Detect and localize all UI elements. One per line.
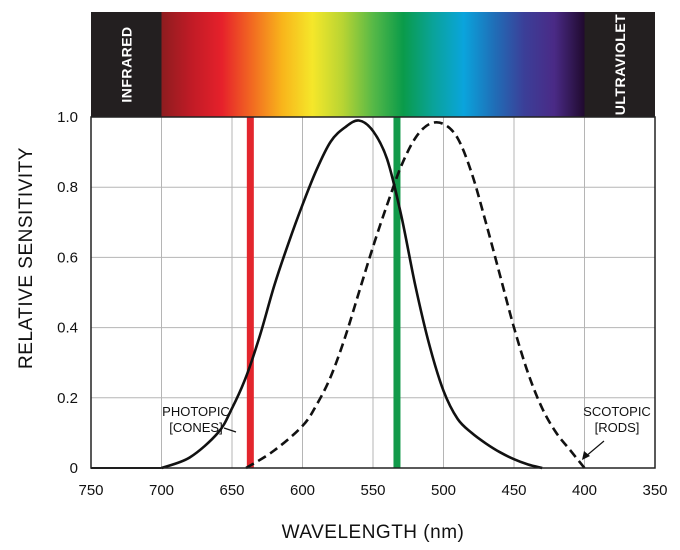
- wavelength-marker-637: [246, 117, 254, 468]
- photopic-annotation-line2: [CONES]: [169, 420, 222, 435]
- y-tick-0.4: 0.4: [57, 320, 78, 337]
- x-tick-650: 650: [219, 482, 244, 499]
- photopic-annotation-pointer: [223, 427, 237, 433]
- x-tick-750: 750: [78, 482, 103, 499]
- y-tick-0.8: 0.8: [57, 179, 78, 196]
- y-tick-labels: 0 0.2 0.4 0.6 0.8 1.0: [57, 109, 78, 477]
- y-axis-label: RELATIVE SENSITIVITY: [16, 147, 37, 369]
- wavelength-marker-533: [393, 117, 401, 468]
- x-tick-550: 550: [360, 482, 385, 499]
- ultraviolet-label: ULTRAVIOLET: [612, 14, 628, 115]
- photopic-annotation-line1: PHOTOPIC: [162, 404, 230, 419]
- scotopic-curve: [245, 120, 586, 470]
- x-tick-labels: 750 700 650 600 550 500 450 400 350: [78, 482, 667, 499]
- y-tick-0.2: 0.2: [57, 390, 78, 407]
- plot-frame: [90, 116, 656, 469]
- y-tick-0.6: 0.6: [57, 249, 78, 266]
- x-tick-700: 700: [149, 482, 174, 499]
- scotopic-annotation-line2: [RODS]: [595, 420, 640, 435]
- spectrum-band: INFRARED ULTRAVIOLET: [91, 12, 655, 117]
- x-axis-label: WAVELENGTH (nm): [282, 522, 465, 543]
- x-tick-450: 450: [501, 482, 526, 499]
- x-tick-350: 350: [642, 482, 667, 499]
- y-tick-1.0: 1.0: [57, 109, 78, 126]
- wavelength-markers: [246, 117, 401, 468]
- scotopic-annotation-pointer: [584, 440, 605, 458]
- x-tick-500: 500: [431, 482, 456, 499]
- grid: [91, 117, 655, 468]
- photopic-annotation: PHOTOPIC [CONES]: [162, 404, 237, 435]
- scotopic-annotation: SCOTOPIC [RODS]: [582, 404, 651, 460]
- visible-spectrum-gradient: [161, 12, 585, 117]
- x-tick-600: 600: [290, 482, 315, 499]
- y-tick-0: 0: [70, 460, 78, 477]
- scotopic-annotation-arrowhead: [582, 451, 590, 460]
- x-tick-400: 400: [572, 482, 597, 499]
- scotopic-annotation-line1: SCOTOPIC: [583, 404, 651, 419]
- infrared-label: INFRARED: [118, 26, 134, 102]
- photopic-curve: [161, 119, 543, 470]
